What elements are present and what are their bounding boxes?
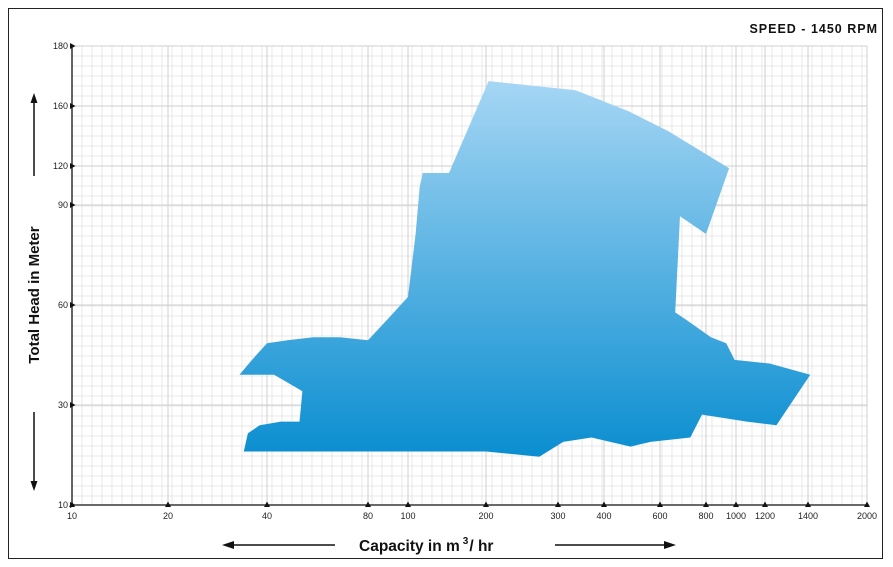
x-tick-label: 80 (363, 511, 373, 521)
x-tick-label: 100 (400, 511, 415, 521)
x-tick-mark (555, 501, 561, 507)
x-tick-mark (264, 501, 270, 507)
x-axis-title-suffix: / hr (469, 538, 493, 555)
y-arrow-up-head (30, 93, 38, 103)
x-tick-label: 20 (163, 511, 173, 521)
y-tick-mark (70, 502, 76, 508)
x-tick-mark (165, 501, 171, 507)
y-tick-mark (70, 163, 76, 169)
x-tick-mark (601, 501, 607, 507)
chart-frame (8, 8, 883, 559)
coverage-region-layer (239, 81, 811, 457)
x-arrow-left-head (222, 541, 234, 549)
x-tick-mark (805, 501, 811, 507)
x-tick-label: 1400 (798, 511, 818, 521)
x-tick-mark (703, 501, 709, 507)
x-axis-title-group: Capacity in m 3/ hr (222, 536, 676, 555)
x-tick-label: 1000 (726, 511, 746, 521)
x-tick-mark (405, 501, 411, 507)
y-tick-label: 90 (58, 200, 68, 210)
x-tick-label: 40 (262, 511, 272, 521)
x-tick-mark (762, 501, 768, 507)
y-tick-mark (70, 202, 76, 208)
y-arrow-down-head (30, 481, 38, 491)
x-tick-mark (864, 501, 870, 507)
x-tick-label: 300 (550, 511, 565, 521)
y-tick-label: 60 (58, 300, 68, 310)
x-arrow-right-head (664, 541, 676, 549)
x-tick-mark (657, 501, 663, 507)
x-tick-label: 400 (596, 511, 611, 521)
x-tick-label: 800 (698, 511, 713, 521)
x-tick-label: 200 (478, 511, 493, 521)
x-axis-title-prefix: Capacity in m (359, 538, 460, 555)
y-tick-mark (70, 43, 76, 49)
y-tick-mark (70, 402, 76, 408)
y-tick-label: 30 (58, 400, 68, 410)
x-tick-label: 2000 (857, 511, 877, 521)
x-axis-ticks: 10 20 40 80 100 200 300 400 600 800 1000 1200 1400 20… (67, 501, 877, 521)
y-tick-mark (70, 103, 76, 109)
y-axis-title-group: Total Head in Meter (26, 93, 43, 491)
x-axis-title: Capacity in m 3/ hr (359, 536, 493, 555)
chart-title: SPEED - 1450 RPM (749, 22, 878, 36)
y-axis-title: Total Head in Meter (26, 226, 43, 363)
x-tick-mark (733, 501, 739, 507)
y-tick-label: 160 (53, 101, 68, 111)
coverage-region (239, 81, 811, 457)
y-tick-label: 180 (53, 41, 68, 51)
x-tick-label: 10 (67, 511, 77, 521)
x-tick-label: 1200 (755, 511, 775, 521)
x-tick-label: 600 (652, 511, 667, 521)
x-tick-mark (365, 501, 371, 507)
y-axis-ticks: 10 30 60 90 120 160 180 (53, 41, 76, 510)
y-tick-mark (70, 302, 76, 308)
x-axis-title-superscript: 3 (463, 536, 469, 547)
y-tick-label: 10 (58, 500, 68, 510)
x-tick-mark (483, 501, 489, 507)
y-tick-label: 120 (53, 161, 68, 171)
